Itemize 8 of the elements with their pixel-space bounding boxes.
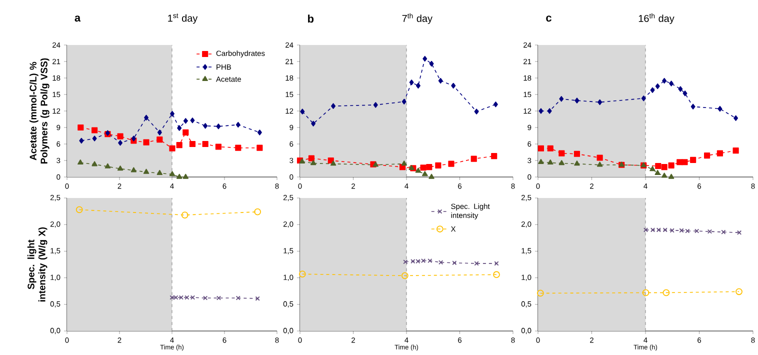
y-axis-title: Acetate (mmol-C/L) % Polymers (g Pol/g VSS): [30, 58, 50, 164]
chart-subtitle: 7$^{th}$ day: [402, 13, 432, 24]
y-axis-title: Spec. light intensity (W/g X): [27, 227, 48, 302]
chart-title: b: [308, 14, 314, 23]
chart-title: c: [546, 16, 552, 22]
chart-subtitle: 16$^{th}$ day: [638, 13, 674, 24]
chart-title: a: [74, 16, 81, 22]
chart-subtitle: 1$^{st}$ day: [168, 14, 198, 24]
